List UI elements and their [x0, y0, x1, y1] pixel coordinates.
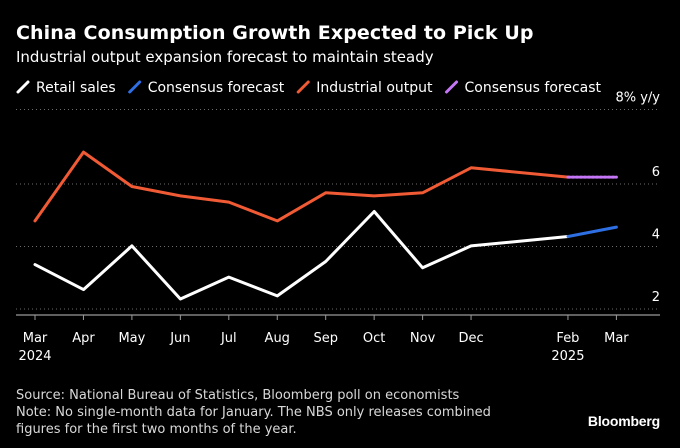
source-note: Source: National Bureau of Statistics, B…: [16, 388, 460, 403]
x-axis: Mar 2024 Apr May Jun Jul Aug Sep Oct Nov Dec Feb 202…: [16, 314, 660, 364]
legend-label-industrial_forecast: Consensus forecast: [465, 80, 602, 96]
x-tick-label-2024-06: Jun: [169, 331, 190, 346]
legend-swatch-retail: [16, 80, 30, 94]
x-tick-label-2024-12: Dec: [458, 331, 483, 346]
x-tick-label-2024-07: Jul: [220, 331, 237, 346]
bloomberg-logo: Bloomberg: [587, 413, 660, 429]
legend-swatch-retail_forecast: [128, 80, 142, 94]
grid-lines: [16, 109, 660, 310]
series-line-retail_forecast: [566, 225, 618, 238]
series-lines: [33, 150, 618, 301]
note-line-2: figures for the first two months of the …: [16, 422, 297, 437]
legend-label-retail_forecast: Consensus forecast: [148, 80, 285, 96]
x-tick-label-2024-03: Mar: [23, 331, 48, 346]
legend-swatch-industrial: [296, 80, 310, 94]
series-line-retail: [33, 210, 570, 301]
x-tick-label-2024-10: Oct: [363, 331, 385, 346]
legend: Retail sales Consensus forecast Industrial…: [16, 80, 602, 96]
x-tick-label-2024-09: Sep: [313, 331, 338, 346]
legend-swatch-industrial_forecast: [445, 80, 459, 94]
y-tick-label-4: 4: [652, 228, 660, 243]
x-tick-label-2025-03: Mar: [604, 331, 629, 346]
x-tick-label-2024-04: Apr: [72, 331, 95, 346]
x-tick-label-2024-11: Nov: [410, 331, 436, 346]
chart-title: China Consumption Growth Expected to Pic…: [16, 22, 534, 44]
series-line-industrial: [33, 150, 570, 223]
y-tick-label-2: 2: [652, 290, 660, 305]
y-tick-label-8: 8% y/y: [615, 91, 660, 106]
x-tick-year-2024: 2024: [18, 349, 51, 364]
chart-footer: Source: National Bureau of Statistics, B…: [16, 387, 556, 438]
y-axis-ticks: 2 4 6 8% y/y: [615, 91, 660, 306]
x-tick-label-2024-05: May: [118, 331, 145, 346]
legend-label-retail: Retail sales: [36, 80, 116, 96]
note-line-1: Note: No single-month data for January. …: [16, 405, 491, 420]
x-tick-label-2025-02: Feb: [556, 331, 579, 346]
chart-subtitle: Industrial output expansion forecast to …: [16, 48, 434, 66]
x-tick-label-2024-08: Aug: [265, 331, 290, 346]
legend-label-industrial: Industrial output: [316, 80, 433, 96]
y-tick-label-6: 6: [652, 165, 660, 180]
x-tick-year-2025: 2025: [551, 349, 584, 364]
